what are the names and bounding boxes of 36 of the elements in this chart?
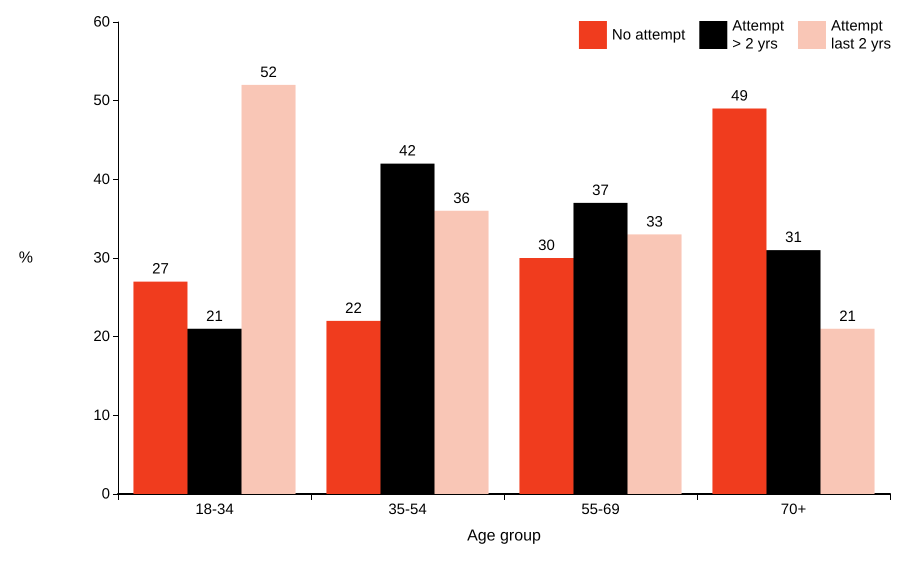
x-tick-label: 18-34 [195, 501, 234, 518]
bar [434, 210, 489, 494]
bar [628, 234, 682, 494]
x-tick-label: 70+ [780, 501, 806, 518]
y-axis-title: % [18, 250, 33, 266]
data-label: 52 [260, 64, 277, 81]
data-label: 30 [538, 237, 555, 254]
y-tick-label: 20 [93, 328, 110, 346]
y-tick-label: 10 [93, 406, 110, 424]
y-tick-label: 30 [93, 250, 110, 266]
y-tick-label: 60 [93, 14, 110, 30]
y-tick-label: 50 [93, 92, 110, 110]
y-tick-label: 0 [102, 486, 110, 502]
bar [242, 84, 296, 494]
data-label: 27 [152, 260, 169, 278]
bar [712, 108, 766, 494]
bar [133, 282, 188, 494]
bar [326, 320, 380, 494]
legend-label: No attempt [612, 26, 686, 44]
data-label: 31 [785, 229, 802, 246]
data-label: 21 [206, 308, 223, 325]
y-tick-label: 40 [93, 170, 110, 188]
data-label: 33 [646, 213, 663, 230]
legend-label: Attempt last 2 yrs [830, 18, 891, 52]
x-tick-label: 55-69 [581, 501, 620, 518]
data-label: 21 [839, 308, 856, 325]
bar [519, 258, 574, 494]
data-label: 42 [399, 142, 416, 160]
x-tick-label: 35-54 [388, 501, 427, 518]
data-label: 22 [345, 300, 362, 317]
data-label: 36 [453, 190, 470, 207]
legend-label: Attempt > 2 yrs [732, 18, 785, 52]
bar [820, 328, 875, 494]
data-label: 37 [592, 182, 609, 199]
x-axis-title: Age group [467, 528, 542, 544]
data-label: 49 [731, 88, 748, 105]
